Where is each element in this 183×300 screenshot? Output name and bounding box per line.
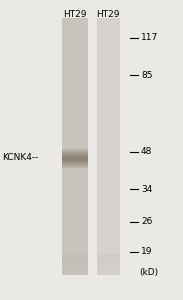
Text: HT29: HT29 (96, 10, 120, 19)
Text: KCNK4--: KCNK4-- (2, 154, 38, 163)
Bar (62, 18, 88, 275)
Text: 26: 26 (141, 218, 152, 226)
Bar (97, 18, 120, 275)
Text: 19: 19 (141, 248, 152, 256)
Text: 34: 34 (141, 184, 152, 194)
Text: (kD): (kD) (139, 268, 158, 277)
Text: 85: 85 (141, 70, 152, 80)
Text: 117: 117 (141, 34, 158, 43)
Text: HT29: HT29 (63, 10, 87, 19)
Text: 48: 48 (141, 148, 152, 157)
